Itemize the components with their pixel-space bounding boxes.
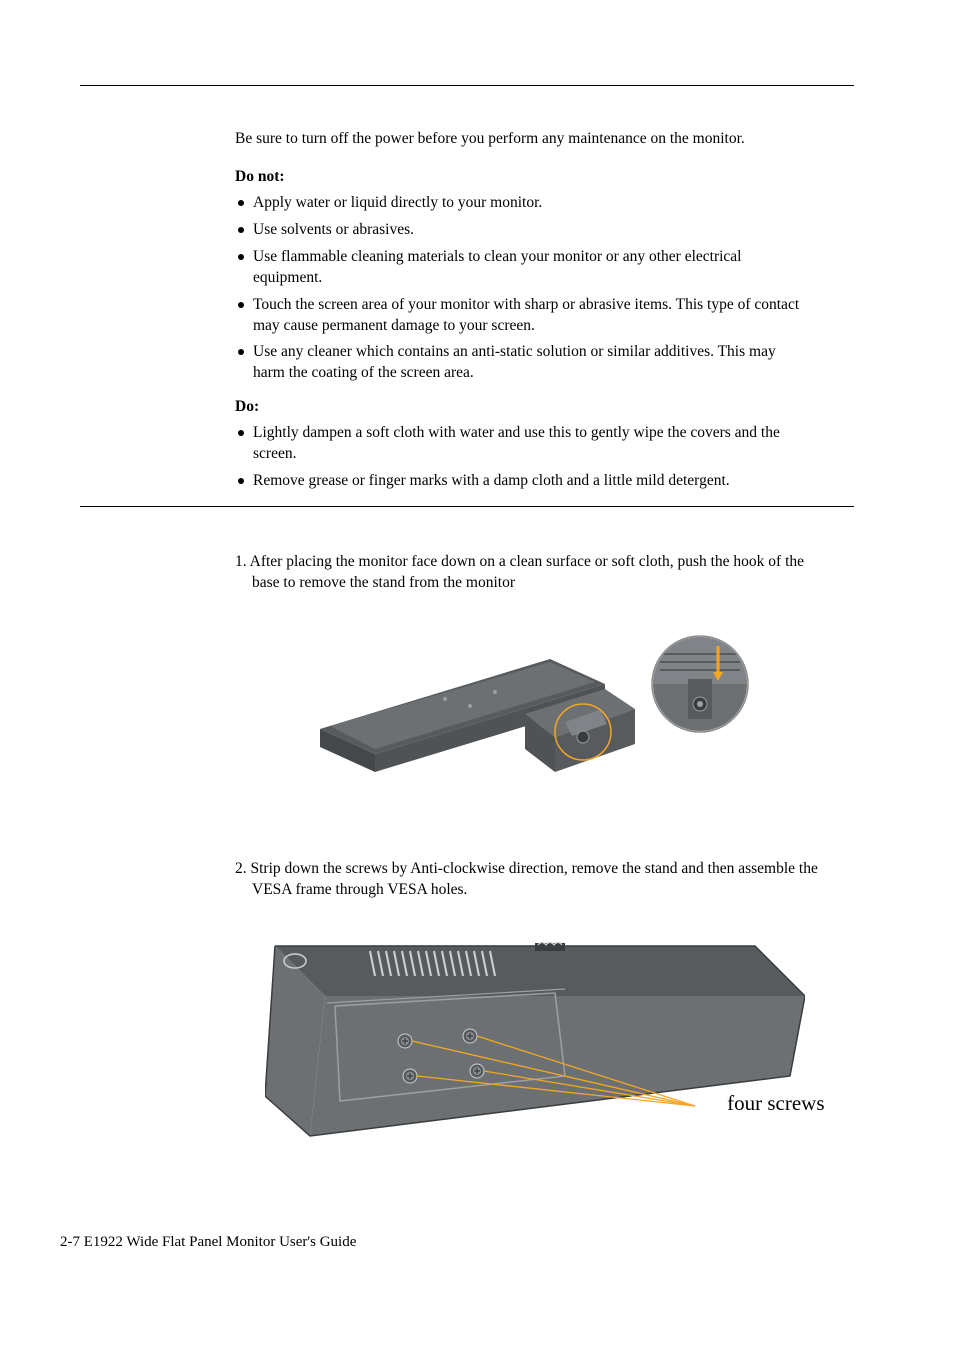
do-list: Lightly dampen a soft cloth with water a… <box>235 423 804 492</box>
intro-paragraph: Be sure to turn off the power before you… <box>235 129 804 150</box>
four-screws-label: four screws <box>727 1091 824 1116</box>
list-item: Apply water or liquid directly to your m… <box>235 193 804 214</box>
list-item: Touch the screen area of your monitor wi… <box>235 295 804 337</box>
steps-block: 1. After placing the monitor face down o… <box>235 552 834 1156</box>
list-item: Use any cleaner which contains an anti-s… <box>235 342 804 384</box>
figure-1 <box>235 614 834 814</box>
list-item: Remove grease or finger marks with a dam… <box>235 471 804 492</box>
do-not-heading: Do not: <box>235 168 804 186</box>
do-heading: Do: <box>235 398 804 416</box>
list-item: Use flammable cleaning materials to clea… <box>235 247 804 289</box>
top-horizontal-rule <box>80 85 854 86</box>
document-page: Be sure to turn off the power before you… <box>0 0 954 1351</box>
step-2-text: 2. Strip down the screws by Anti-clockwi… <box>235 859 834 901</box>
monitor-vesa-screws-illustration <box>265 921 805 1151</box>
mid-horizontal-rule <box>80 506 854 507</box>
figure-2: four screws <box>235 921 834 1156</box>
monitor-stand-removal-illustration <box>300 614 770 814</box>
step-1-text: 1. After placing the monitor face down o… <box>235 552 834 594</box>
do-not-list: Apply water or liquid directly to your m… <box>235 193 804 384</box>
list-item: Use solvents or abrasives. <box>235 220 804 241</box>
list-item: Lightly dampen a soft cloth with water a… <box>235 423 804 465</box>
page-footer: 2-7 E1922 Wide Flat Panel Monitor User's… <box>60 1234 356 1251</box>
main-content: Be sure to turn off the power before you… <box>235 129 804 492</box>
